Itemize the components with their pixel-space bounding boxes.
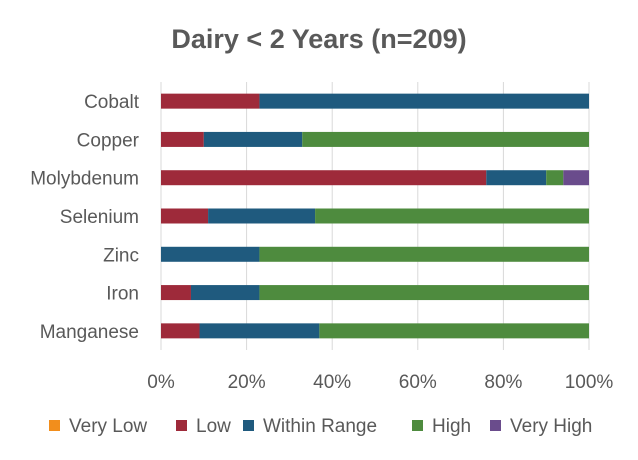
legend-label: Within Range <box>263 416 377 437</box>
legend-swatch <box>412 420 423 431</box>
legend-label: Low <box>196 416 231 437</box>
bar-segment <box>161 208 209 224</box>
x-tick-label: 40% <box>313 372 351 393</box>
category-label: Molybdenum <box>30 169 139 190</box>
x-axis-tick-labels: 0% 20% 40% 60% 80% 100% <box>147 372 613 393</box>
bar-segment <box>208 208 316 224</box>
x-tick-label: 80% <box>484 372 522 393</box>
bar-segment <box>319 323 589 339</box>
bar-segment <box>161 131 204 147</box>
category-label: Zinc <box>103 245 139 266</box>
chart-title: Dairy < 2 Years (n=209) <box>171 24 466 54</box>
bar-segment <box>546 170 564 186</box>
bar-segment <box>486 170 547 186</box>
bar-segment <box>161 323 200 339</box>
bar-segment <box>563 170 589 186</box>
category-label: Manganese <box>40 322 139 343</box>
bar-segment <box>259 285 589 301</box>
bar-segment <box>259 93 589 109</box>
bar-segment <box>259 246 589 262</box>
bar-segment <box>302 131 589 147</box>
x-tick-label: 20% <box>228 372 266 393</box>
legend-swatch <box>49 420 60 431</box>
bar-segment <box>161 246 260 262</box>
x-tick-label: 0% <box>147 372 175 393</box>
bar-segment <box>190 285 260 301</box>
category-label: Selenium <box>60 207 139 228</box>
bar-segment <box>161 93 260 109</box>
legend-label: High <box>432 416 471 437</box>
bar-segment <box>203 131 303 147</box>
legend-label: Very High <box>510 416 592 437</box>
legend-label: Very Low <box>69 416 147 437</box>
x-tick-label: 60% <box>399 372 437 393</box>
bar-segment <box>161 285 191 301</box>
category-label: Copper <box>77 130 140 151</box>
bar-segment <box>315 208 589 224</box>
legend-swatch <box>243 420 254 431</box>
x-tick-label: 100% <box>565 372 614 393</box>
legend-swatch <box>490 420 501 431</box>
bar-segment <box>199 323 320 339</box>
category-label: Iron <box>106 284 139 305</box>
category-label: Cobalt <box>84 92 140 113</box>
bars <box>161 93 589 339</box>
legend-swatch <box>176 420 187 431</box>
category-labels: Cobalt Copper Molybdenum Selenium Zinc Iron Ma… <box>30 92 140 343</box>
bar-segment <box>161 170 487 186</box>
legend: Very Low Low Within Range High Very High <box>49 416 592 437</box>
